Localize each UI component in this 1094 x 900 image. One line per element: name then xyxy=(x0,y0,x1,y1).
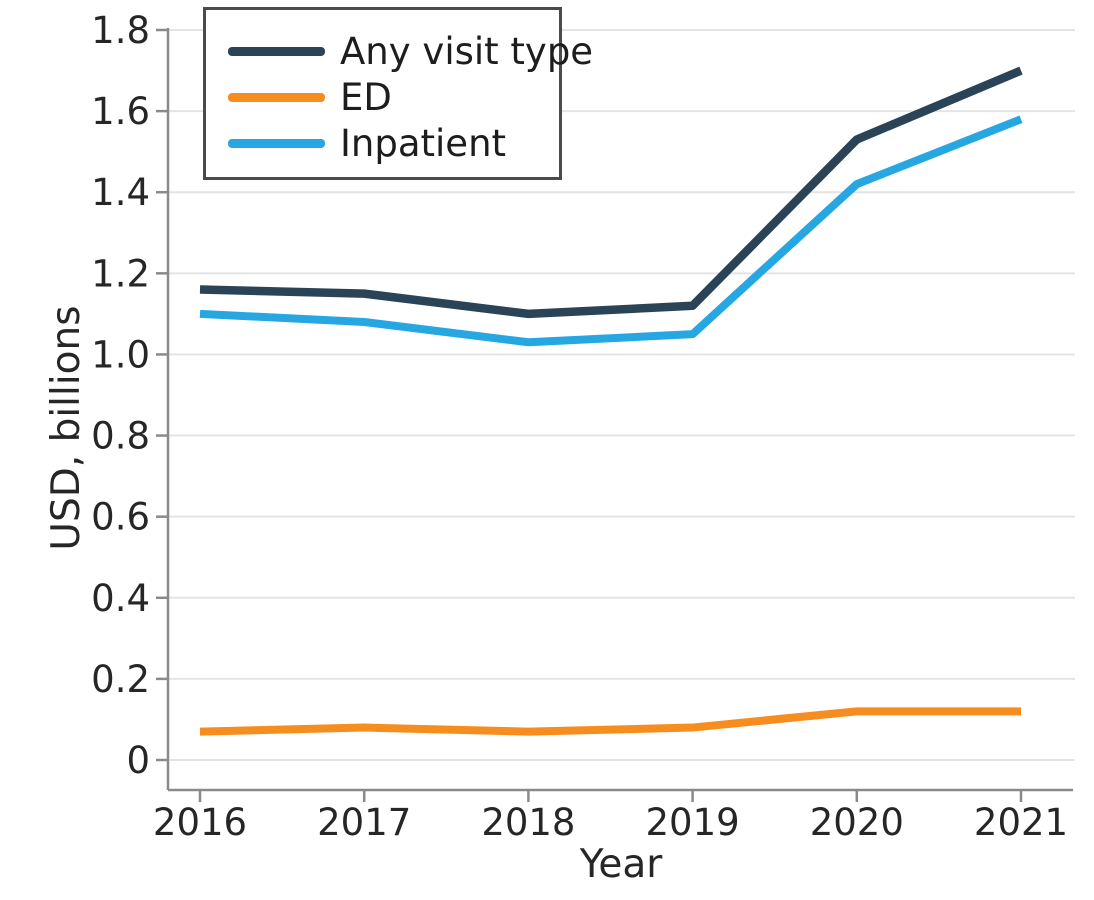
series-line-ed xyxy=(199,707,1021,736)
x-axis-title: Year xyxy=(579,842,664,887)
tick-labels: 0 0.2 0.4 0.6 0.8 1.0 1.2 1.4 1.6 1.8 2016 2017 2018… xyxy=(91,9,1068,844)
legend-item-ed: ED xyxy=(228,74,593,120)
gridlines xyxy=(168,28,1075,761)
axes xyxy=(156,28,1073,802)
y-tick-label: 1.8 xyxy=(91,9,150,52)
legend-label-ed: ED xyxy=(340,75,392,119)
legend: Any visit type ED Inpatient xyxy=(203,7,593,180)
y-tick-label: 0.4 xyxy=(91,577,150,620)
x-tick-label: 2020 xyxy=(810,801,904,844)
legend-line-swatch-inpatient xyxy=(228,139,325,149)
legend-item-any-visit-type: Any visit type xyxy=(228,28,593,74)
y-tick-label: 1.2 xyxy=(91,252,150,295)
y-tick-label: 1.6 xyxy=(91,90,150,133)
x-tick-label: 2021 xyxy=(974,801,1068,844)
x-tick-label: 2016 xyxy=(153,801,247,844)
data-series xyxy=(199,66,1023,736)
y-tick-label: 0.6 xyxy=(91,496,150,539)
y-axis-title: USD, billions xyxy=(44,305,89,550)
x-tick-label: 2017 xyxy=(317,801,411,844)
legend-item-inpatient: Inpatient xyxy=(228,121,593,167)
x-tick-label: 2019 xyxy=(646,801,740,844)
x-tick-label: 2018 xyxy=(481,801,575,844)
y-tick-label: 0.8 xyxy=(91,415,150,458)
legend-label-inpatient: Inpatient xyxy=(340,122,507,166)
legend-line-swatch-ed xyxy=(228,92,325,102)
legend-label-any-visit-type: Any visit type xyxy=(340,29,594,73)
series-line-inpatient xyxy=(199,115,1023,347)
legend-line-swatch-any-visit-type xyxy=(228,46,325,56)
y-tick-label: 1.0 xyxy=(91,333,150,376)
series-line-any-visit-type xyxy=(199,66,1023,319)
y-tick-label: 1.4 xyxy=(91,171,150,214)
y-tick-label: 0 xyxy=(126,739,150,782)
y-tick-label: 0.2 xyxy=(91,658,150,701)
